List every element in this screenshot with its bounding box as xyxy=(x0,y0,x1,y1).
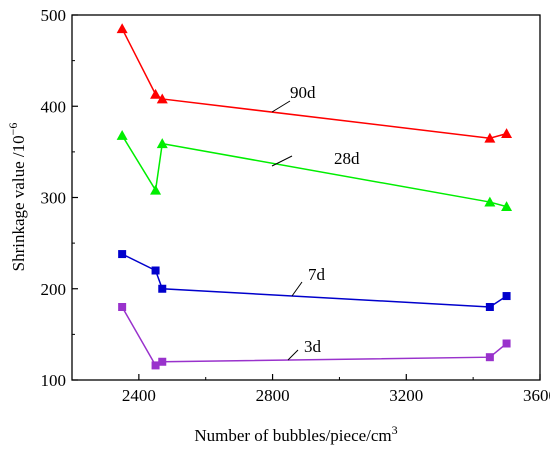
leader-line-28d xyxy=(271,155,293,167)
data-point-7d xyxy=(151,266,160,275)
data-point-7d xyxy=(118,250,127,259)
data-point-7d xyxy=(485,303,494,311)
data-point-28d xyxy=(484,196,496,207)
series-label-3d: 3d xyxy=(304,337,322,356)
y-tick-label: 400 xyxy=(41,97,67,116)
x-tick-label: 2400 xyxy=(122,386,156,405)
axis-ticks: 2400 2800 3200 3600 100 200 300 400 500 xyxy=(41,6,550,405)
data-point-3d xyxy=(118,303,127,311)
y-tick-label: 100 xyxy=(41,371,67,390)
data-point-28d xyxy=(501,201,513,212)
data-point-28d xyxy=(156,138,168,149)
y-axis-title: Shrinkage value /10−6 xyxy=(6,123,28,272)
y-tick-label: 500 xyxy=(41,6,67,25)
data-point-90d xyxy=(116,23,128,34)
data-point-7d xyxy=(502,292,511,301)
data-point-3d xyxy=(485,353,494,362)
y-tick-label: 200 xyxy=(41,280,67,299)
x-tick-label: 2800 xyxy=(256,386,290,405)
data-point-90d xyxy=(484,132,496,143)
data-point-90d xyxy=(501,128,513,139)
series-line-28d xyxy=(121,135,507,208)
series-labels: 90d 28d 7d 3d xyxy=(271,83,360,361)
series-label-7d: 7d xyxy=(308,265,326,284)
series-label-28d: 28d xyxy=(334,149,360,168)
x-axis-title: Number of bubbles/piece/cm3 xyxy=(194,423,397,445)
x-tick-label: 3200 xyxy=(389,386,423,405)
leader-line-3d xyxy=(287,349,299,361)
data-point-3d xyxy=(151,361,160,370)
data-point-28d xyxy=(150,184,162,195)
data-point-3d xyxy=(158,357,167,366)
data-point-7d xyxy=(158,284,167,293)
data-point-90d xyxy=(156,93,168,104)
data-point-3d xyxy=(502,339,511,348)
series-layer xyxy=(116,23,513,370)
leader-line-90d xyxy=(271,100,291,113)
data-point-90d xyxy=(150,88,162,99)
y-tick-label: 300 xyxy=(41,189,67,208)
data-point-28d xyxy=(116,129,128,140)
x-tick-label: 3600 xyxy=(523,386,550,405)
leader-line-7d xyxy=(291,281,303,297)
series-label-90d: 90d xyxy=(290,83,316,102)
